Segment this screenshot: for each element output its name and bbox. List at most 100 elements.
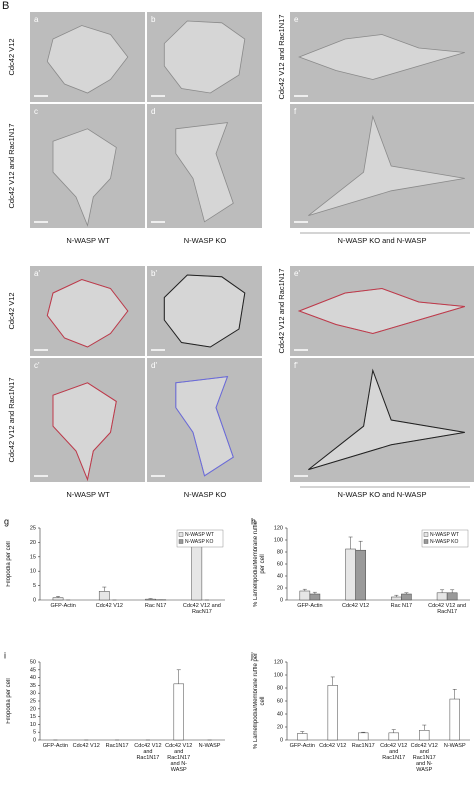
column-label: N-WASP KO and N-WASP	[338, 236, 427, 245]
y-tick-label: 20	[30, 706, 36, 712]
legend-swatch	[423, 532, 429, 537]
bar	[446, 592, 458, 601]
legend-swatch	[423, 539, 429, 544]
cell	[46, 25, 129, 94]
label-box: GFP-Actin	[43, 743, 68, 749]
chart-letter: i	[4, 650, 6, 660]
label-box: Cdc42 V12 and Rac1N17 and N-WASP	[410, 743, 438, 774]
cell	[308, 114, 465, 216]
bar	[388, 732, 399, 741]
chart-letter: h	[251, 516, 256, 526]
bar	[391, 596, 402, 601]
y-tick-label: 0	[280, 597, 283, 603]
label-box: Cdc42 V12 and Rac1N17 and N-WASP	[165, 743, 192, 773]
label-box: Cdc42 V12 and Rac1N17	[134, 743, 161, 761]
bar	[345, 548, 356, 601]
cell	[163, 20, 246, 94]
annotation-outline	[175, 376, 234, 477]
y-tick-label: 120	[274, 659, 283, 665]
x-tick-label: Cdc42 V12 and Rac1N17	[380, 743, 408, 762]
bar	[327, 685, 338, 741]
panel-letter: a'	[34, 269, 40, 278]
annotation-outline	[297, 287, 465, 335]
label-box: Cdc42 V12 and RacN17	[428, 603, 467, 616]
y-tick-label: 50	[30, 659, 36, 665]
y-tick-label: 20	[277, 724, 283, 730]
bar	[401, 593, 412, 601]
panel-letter: e'	[294, 269, 300, 278]
label-box: Rac1N17	[105, 743, 129, 749]
chart-letter: g	[4, 516, 9, 526]
bar	[358, 732, 369, 741]
y-tick-label: 80	[277, 549, 283, 555]
y-tick-label: 5	[33, 730, 36, 736]
figure-label: B	[2, 0, 9, 12]
y-tick-label: 40	[30, 675, 36, 681]
legend-swatch	[178, 532, 184, 537]
panel-letter: c	[34, 107, 38, 116]
x-tick-label: Cdc42 V12 and Rac1N17 and N-WASP	[410, 743, 438, 774]
label-box: GFP-Actin	[289, 743, 315, 749]
y-tick-label: 0	[33, 597, 36, 603]
y-tick-label: 10	[30, 722, 36, 728]
y-tick-label: 0	[33, 737, 36, 743]
panel-letter: b'	[151, 269, 157, 278]
legend-label: N-WASP WT	[185, 532, 214, 538]
label-box: % Lamellipodia/Membrane ruffle per cell	[253, 521, 266, 607]
bar	[355, 549, 366, 601]
bar	[449, 698, 460, 741]
x-tick-label: Cdc42 V12 and RacN17	[428, 603, 467, 616]
x-tick-label: Rac1N17	[105, 743, 129, 749]
y-tick-label: 35	[30, 683, 36, 689]
column-label: N-WASP WT	[66, 490, 110, 499]
legend-label: N-WASP WT	[430, 532, 459, 538]
legend-box	[176, 529, 224, 548]
bar	[145, 598, 156, 601]
label-box: Cdc42 V12 and Rac1N17	[380, 743, 408, 762]
label-box: Rac N17	[145, 603, 166, 609]
x-tick-label: Cdc42 V12	[319, 743, 347, 749]
y-tick-label: 60	[277, 698, 283, 704]
row-label: Cdc42 V12	[7, 292, 16, 329]
column-label: N-WASP KO	[184, 490, 227, 499]
label-box: Cdc42 V12	[342, 603, 369, 609]
y-tick-label: 40	[277, 573, 283, 579]
x-tick-label: GFP-Actin	[50, 603, 76, 609]
bar	[436, 592, 448, 601]
bar	[173, 683, 184, 741]
label-box: N-WASP	[198, 743, 221, 749]
y-tick-label: 25	[30, 698, 36, 704]
panel-letter: d	[151, 107, 155, 116]
x-tick-label: GFP-Actin	[289, 743, 315, 749]
label-box: GFP-Actin	[50, 603, 76, 609]
x-tick-label: Rac N17	[390, 603, 413, 609]
y-tick-label: 60	[277, 561, 283, 567]
label-box: Cdc42 V12	[95, 603, 123, 609]
y-axis-label: Filopodia per cell	[6, 678, 12, 724]
y-tick-label: 15	[30, 714, 36, 720]
legend-swatch	[178, 539, 184, 544]
label-box: Cdc42 V12	[319, 743, 347, 749]
y-tick-label: 15	[30, 554, 36, 560]
row-label: Cdc42 V12	[7, 38, 16, 75]
x-tick-label: Rac1N17	[351, 743, 375, 749]
panel-letter: c'	[34, 361, 40, 370]
row-label: Cdc42 V12 and Rac1N17	[277, 268, 286, 353]
x-tick-label: Cdc42 V12	[95, 603, 123, 609]
y-tick-label: 30	[30, 691, 36, 697]
y-tick-label: 100	[274, 672, 283, 678]
y-tick-label: 100	[274, 537, 283, 543]
bar	[297, 733, 308, 741]
y-tick-label: 5	[33, 583, 36, 589]
y-tick-label: 25	[30, 525, 36, 531]
y-axis-label: % Lamellipodia/Membrane ruffle per cell	[253, 521, 266, 607]
label-box: Cdc42 V12 and RacN17	[183, 603, 221, 615]
x-tick-label: N-WASP	[198, 743, 221, 749]
y-tick-label: 10	[30, 569, 36, 575]
row-label: Cdc42 V12 and Rac1N17	[7, 123, 16, 208]
column-label: N-WASP KO	[184, 236, 227, 245]
annotation-outline	[308, 368, 465, 471]
row-label: Cdc42 V12 and Rac1N17	[7, 377, 16, 462]
